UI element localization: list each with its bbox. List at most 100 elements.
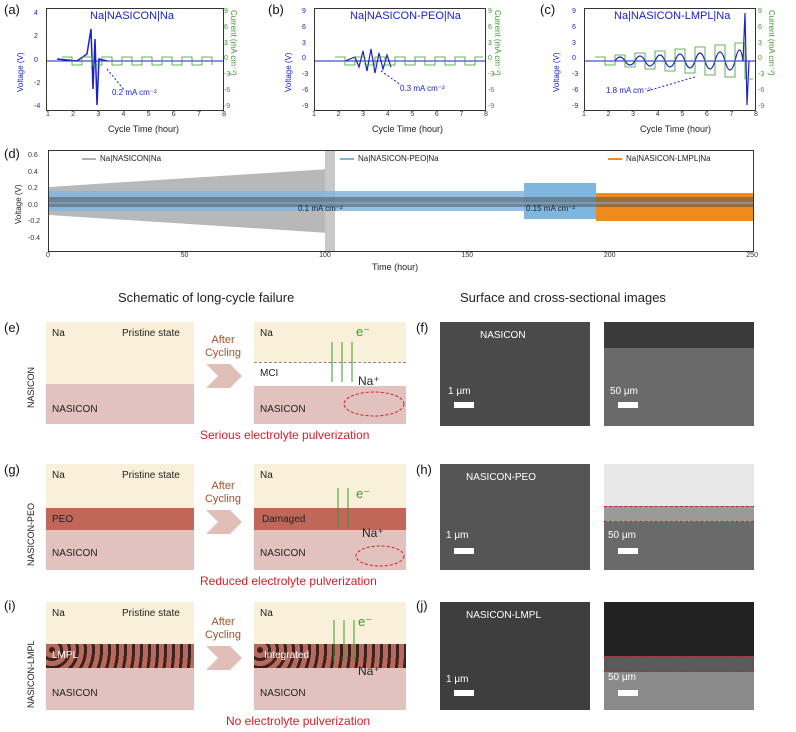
na-label: Na xyxy=(260,328,273,339)
damaged-label: Damaged xyxy=(262,514,306,525)
after-cycling-label: After Cycling xyxy=(204,480,242,505)
tick: 6 xyxy=(302,23,306,31)
na-layer xyxy=(46,602,194,644)
tick: -9 xyxy=(758,102,765,110)
tick: -9 xyxy=(572,102,579,110)
x-ticks: 0 50 100 150 200 250 xyxy=(46,252,758,259)
tick: 6 xyxy=(224,23,228,31)
panel-label: (i) xyxy=(4,598,16,613)
tick: 6 xyxy=(488,23,492,31)
tick: 50 xyxy=(180,252,189,259)
plot-title: Na|NASICON-LMPL|Na xyxy=(614,10,731,22)
plot-area xyxy=(48,150,754,252)
nasicon-label: NASICON xyxy=(52,688,98,699)
sem-title: NASICON-PEO xyxy=(466,472,537,483)
tick: 0 xyxy=(46,252,50,259)
tick: 0.0 xyxy=(28,201,38,209)
legend-label: Na|NASICON|Na xyxy=(100,154,162,163)
tick: -0.2 xyxy=(28,218,41,226)
after-cycling-label: After Cycling xyxy=(204,334,242,359)
tick: 5 xyxy=(146,111,151,118)
section-heading-left: Schematic of long-cycle failure xyxy=(118,290,295,305)
y-ticks-left: 4 2 0 -2 -4 xyxy=(34,10,40,110)
after-schematic: Na MCI e⁻ Na⁺ NASICON xyxy=(254,322,406,424)
tick: 7 xyxy=(196,111,201,118)
electron-label: e⁻ xyxy=(356,486,371,501)
voltage-trace xyxy=(315,48,485,86)
panel-label: (f) xyxy=(416,320,429,335)
electron-label: e⁻ xyxy=(356,324,371,339)
tick: 9 xyxy=(758,8,762,15)
tick: 2 xyxy=(34,33,38,41)
tick: -2 xyxy=(34,79,41,87)
tick: -6 xyxy=(572,87,579,95)
result-caption: No electrolyte pulverization xyxy=(226,714,371,728)
tick: 4 xyxy=(121,111,126,118)
sem-image-surface: NASICON-LMPL 1 μm xyxy=(440,602,590,710)
na-label: Na xyxy=(260,608,273,619)
current-annotation: 0.3 mA cm⁻² xyxy=(400,84,445,93)
tick: -6 xyxy=(224,87,231,95)
nasicon-layer xyxy=(46,384,194,424)
tick: 8 xyxy=(754,111,758,118)
y-axis-label: Voltage (V) xyxy=(14,184,23,224)
y-axis-right-label: Current (mA cm⁻²) xyxy=(767,10,776,76)
y-ticks: 0.6 0.4 0.2 0.0 -0.2 -0.4 xyxy=(28,152,40,242)
tick: -3 xyxy=(224,71,231,79)
na-label: Na xyxy=(52,328,65,339)
tick: 0 xyxy=(302,55,306,63)
tick: 9 xyxy=(302,8,306,15)
tick: 3 xyxy=(302,39,306,47)
tick: -3 xyxy=(758,71,765,79)
legend-label: Na|NASICON-LMPL|Na xyxy=(626,154,711,163)
x-axis-label: Cycle Time (hour) xyxy=(372,124,444,134)
legend-swatch xyxy=(82,157,96,160)
tick: -3 xyxy=(572,71,579,79)
y-axis-left-label: Voltage (V) xyxy=(552,52,561,92)
x-ticks: 1 2 3 4 5 6 7 8 xyxy=(312,111,488,118)
sodium-ion-label: Na⁺ xyxy=(358,664,380,678)
tick: 5 xyxy=(410,111,415,118)
tick: -4 xyxy=(34,103,41,110)
tick: -3 xyxy=(488,71,495,79)
y-axis-right-label: Current (mA cm⁻²) xyxy=(229,10,238,76)
tick: -6 xyxy=(758,87,765,95)
tick: -9 xyxy=(302,102,309,110)
tick: 7 xyxy=(459,111,464,118)
tick: 3 xyxy=(488,39,492,47)
scale-label: 1 μm xyxy=(448,386,471,397)
pristine-schematic: Na Pristine state PEO NASICON xyxy=(46,464,194,570)
row-side-label: NASICON-PEO xyxy=(26,502,36,566)
tick: 2 xyxy=(606,111,611,118)
tick: -9 xyxy=(224,102,231,110)
panel-label: (g) xyxy=(4,462,20,477)
sem-image-cross-section: 50 μm xyxy=(604,602,754,710)
scale-bar xyxy=(454,402,474,408)
layer-label: PEO xyxy=(52,514,74,525)
lmpl-region xyxy=(604,656,754,672)
panel-label: (b) xyxy=(268,2,284,17)
tick: 0.4 xyxy=(28,168,38,176)
tick: 0.2 xyxy=(28,185,38,193)
after-cycling-label: After Cycling xyxy=(204,616,242,641)
tick: 9 xyxy=(488,8,492,15)
voltage-trace xyxy=(47,28,223,106)
sodium-ion-label: Na⁺ xyxy=(358,374,380,388)
tick: 3 xyxy=(631,111,636,118)
scale-bar xyxy=(454,690,474,696)
current-annotation: 0.1 mA cm⁻² xyxy=(298,204,343,213)
plot-title: Na|NASICON|Na xyxy=(90,10,174,22)
tick: 0 xyxy=(224,55,228,63)
tick: 4 xyxy=(385,111,390,118)
tick: 3 xyxy=(224,39,228,47)
nasicon-label: NASICON xyxy=(260,404,306,415)
tick: 0 xyxy=(758,55,762,63)
y-ticks-right: 9 6 3 0 -3 -6 -9 xyxy=(758,8,764,110)
na-layer xyxy=(254,464,406,508)
scale-label: 50 μm xyxy=(608,672,636,683)
sem-image-cross-section: 50 μm xyxy=(604,464,754,570)
scale-label: 1 μm xyxy=(446,674,469,685)
nasicon-layer xyxy=(46,530,194,570)
tick: 100 xyxy=(319,252,331,259)
sem-top-region xyxy=(604,322,754,348)
